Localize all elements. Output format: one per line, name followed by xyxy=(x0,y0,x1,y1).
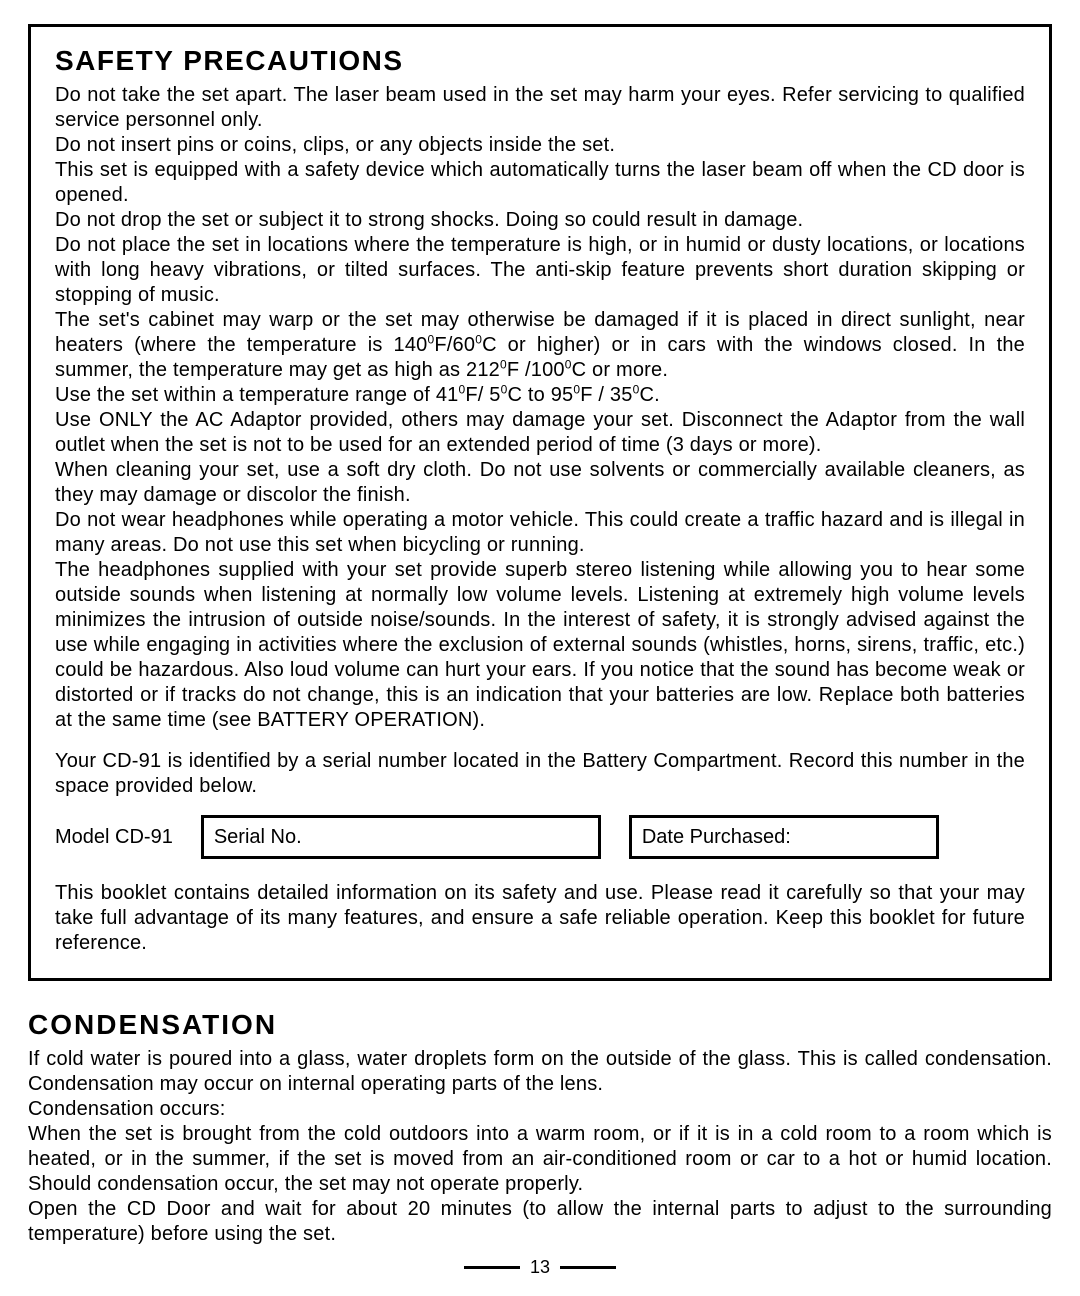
safety-p1: Do not take the set apart. The laser bea… xyxy=(55,83,1025,133)
safety-p10: Do not wear headphones while operating a… xyxy=(55,508,1025,558)
safety-p11: The headphones supplied with your set pr… xyxy=(55,558,1025,733)
page-number-decor-right xyxy=(560,1266,616,1269)
text: Use the set within a temperature range o… xyxy=(55,384,458,406)
condensation-p4: Open the CD Door and wait for about 20 m… xyxy=(28,1197,1052,1247)
text: F / 35 xyxy=(580,384,632,406)
text: F/ 5 xyxy=(465,384,500,406)
date-purchased-label: Date Purchased: xyxy=(642,826,791,849)
page-number: 13 xyxy=(530,1257,550,1278)
safety-p2: Do not insert pins or coins, clips, or a… xyxy=(55,133,1025,158)
text: F /100 xyxy=(507,359,565,381)
date-purchased-field[interactable]: Date Purchased: xyxy=(629,815,939,859)
safety-p7: Use the set within a temperature range o… xyxy=(55,383,1025,408)
safety-p3: This set is equipped with a safety devic… xyxy=(55,158,1025,208)
condensation-p1: If cold water is poured into a glass, wa… xyxy=(28,1047,1052,1097)
serial-number-field[interactable]: Serial No. xyxy=(201,815,601,859)
safety-p6: The set's cabinet may warp or the set ma… xyxy=(55,308,1025,383)
safety-p9: When cleaning your set, use a soft dry c… xyxy=(55,458,1025,508)
text: C to 95 xyxy=(507,384,573,406)
safety-p5: Do not place the set in locations where … xyxy=(55,233,1025,308)
page-number-row: 13 xyxy=(28,1257,1052,1278)
safety-p8: Use ONLY the AC Adaptor provided, others… xyxy=(55,408,1025,458)
degree-symbol: 0 xyxy=(565,357,572,371)
serial-number-label: Serial No. xyxy=(214,826,302,849)
condensation-p3: When the set is brought from the cold ou… xyxy=(28,1122,1052,1197)
model-label: Model CD-91 xyxy=(55,826,173,849)
serial-info-text: Your CD-91 is identified by a serial num… xyxy=(55,749,1025,799)
booklet-note: This booklet contains detailed informati… xyxy=(55,881,1025,956)
condensation-p2: Condensation occurs: xyxy=(28,1097,1052,1122)
safety-precautions-box: SAFETY PRECAUTIONS Do not take the set a… xyxy=(28,24,1052,981)
degree-symbol: 0 xyxy=(500,357,507,371)
safety-p4: Do not drop the set or subject it to str… xyxy=(55,208,1025,233)
text: F/60 xyxy=(434,334,475,356)
condensation-heading: CONDENSATION xyxy=(28,1009,1052,1041)
text: C. xyxy=(639,384,659,406)
page-number-decor-left xyxy=(464,1266,520,1269)
model-serial-row: Model CD-91 Serial No. Date Purchased: xyxy=(55,815,1025,859)
text: C or more. xyxy=(572,359,668,381)
safety-heading: SAFETY PRECAUTIONS xyxy=(55,45,1025,77)
